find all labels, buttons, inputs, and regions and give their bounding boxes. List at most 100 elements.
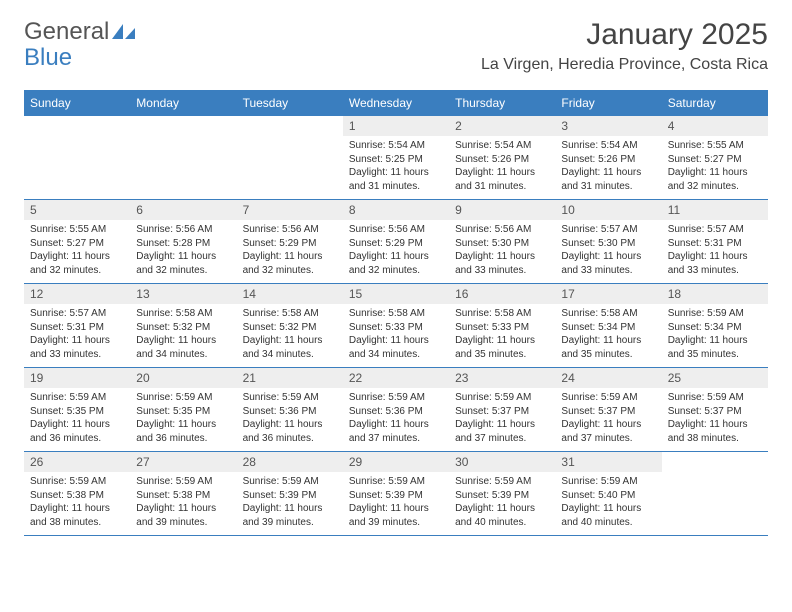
calendar-day-cell: 12Sunrise: 5:57 AMSunset: 5:31 PMDayligh… [24, 284, 130, 368]
weekday-header: Tuesday [237, 91, 343, 116]
day-info: Sunrise: 5:59 AMSunset: 5:37 PMDaylight:… [555, 388, 661, 448]
day-number: 9 [449, 200, 555, 220]
calendar-table: SundayMondayTuesdayWednesdayThursdayFrid… [24, 90, 768, 536]
day-number: 11 [662, 200, 768, 220]
calendar-day-cell: 31Sunrise: 5:59 AMSunset: 5:40 PMDayligh… [555, 452, 661, 536]
day-number: 12 [24, 284, 130, 304]
calendar-day-cell: 17Sunrise: 5:58 AMSunset: 5:34 PMDayligh… [555, 284, 661, 368]
calendar-day-cell: 19Sunrise: 5:59 AMSunset: 5:35 PMDayligh… [24, 368, 130, 452]
day-number: 17 [555, 284, 661, 304]
day-number: 2 [449, 116, 555, 136]
day-info: Sunrise: 5:59 AMSunset: 5:37 PMDaylight:… [662, 388, 768, 448]
day-number: 16 [449, 284, 555, 304]
day-number: 23 [449, 368, 555, 388]
day-number: 7 [237, 200, 343, 220]
day-number: 4 [662, 116, 768, 136]
day-info: Sunrise: 5:56 AMSunset: 5:28 PMDaylight:… [130, 220, 236, 280]
day-info: Sunrise: 5:56 AMSunset: 5:29 PMDaylight:… [237, 220, 343, 280]
day-info: Sunrise: 5:59 AMSunset: 5:37 PMDaylight:… [449, 388, 555, 448]
calendar-day-cell: 6Sunrise: 5:56 AMSunset: 5:28 PMDaylight… [130, 200, 236, 284]
day-info: Sunrise: 5:58 AMSunset: 5:33 PMDaylight:… [449, 304, 555, 364]
logo: General [24, 18, 137, 46]
day-info: Sunrise: 5:57 AMSunset: 5:31 PMDaylight:… [24, 304, 130, 364]
calendar-day-cell: 25Sunrise: 5:59 AMSunset: 5:37 PMDayligh… [662, 368, 768, 452]
day-number: 20 [130, 368, 236, 388]
day-number: 26 [24, 452, 130, 472]
calendar-day-cell: 8Sunrise: 5:56 AMSunset: 5:29 PMDaylight… [343, 200, 449, 284]
calendar-day-cell: 29Sunrise: 5:59 AMSunset: 5:39 PMDayligh… [343, 452, 449, 536]
day-number: 21 [237, 368, 343, 388]
calendar-week-row: 12Sunrise: 5:57 AMSunset: 5:31 PMDayligh… [24, 284, 768, 368]
day-info: Sunrise: 5:59 AMSunset: 5:35 PMDaylight:… [24, 388, 130, 448]
calendar-day-cell: 14Sunrise: 5:58 AMSunset: 5:32 PMDayligh… [237, 284, 343, 368]
day-number: 25 [662, 368, 768, 388]
day-info: Sunrise: 5:57 AMSunset: 5:31 PMDaylight:… [662, 220, 768, 280]
logo-word1: General [24, 18, 109, 46]
calendar-body: 1Sunrise: 5:54 AMSunset: 5:25 PMDaylight… [24, 116, 768, 536]
calendar-week-row: 1Sunrise: 5:54 AMSunset: 5:25 PMDaylight… [24, 116, 768, 200]
day-number: 28 [237, 452, 343, 472]
calendar-day-cell: 13Sunrise: 5:58 AMSunset: 5:32 PMDayligh… [130, 284, 236, 368]
day-info: Sunrise: 5:56 AMSunset: 5:29 PMDaylight:… [343, 220, 449, 280]
calendar-day-cell: 16Sunrise: 5:58 AMSunset: 5:33 PMDayligh… [449, 284, 555, 368]
day-info: Sunrise: 5:55 AMSunset: 5:27 PMDaylight:… [24, 220, 130, 280]
day-info: Sunrise: 5:57 AMSunset: 5:30 PMDaylight:… [555, 220, 661, 280]
calendar-day-cell: 27Sunrise: 5:59 AMSunset: 5:38 PMDayligh… [130, 452, 236, 536]
day-number: 6 [130, 200, 236, 220]
logo-word2: Blue [24, 44, 72, 72]
day-number: 27 [130, 452, 236, 472]
day-number: 15 [343, 284, 449, 304]
day-info: Sunrise: 5:54 AMSunset: 5:25 PMDaylight:… [343, 136, 449, 196]
logo-sail-icon [111, 22, 137, 42]
calendar-day-cell: 4Sunrise: 5:55 AMSunset: 5:27 PMDaylight… [662, 116, 768, 200]
calendar-day-cell: 23Sunrise: 5:59 AMSunset: 5:37 PMDayligh… [449, 368, 555, 452]
day-info: Sunrise: 5:59 AMSunset: 5:35 PMDaylight:… [130, 388, 236, 448]
day-info: Sunrise: 5:59 AMSunset: 5:39 PMDaylight:… [343, 472, 449, 532]
day-number: 18 [662, 284, 768, 304]
calendar-day-cell: 30Sunrise: 5:59 AMSunset: 5:39 PMDayligh… [449, 452, 555, 536]
day-info: Sunrise: 5:58 AMSunset: 5:32 PMDaylight:… [130, 304, 236, 364]
day-info: Sunrise: 5:59 AMSunset: 5:36 PMDaylight:… [343, 388, 449, 448]
day-number-empty [237, 116, 343, 136]
weekday-header: Monday [130, 91, 236, 116]
day-info: Sunrise: 5:54 AMSunset: 5:26 PMDaylight:… [555, 136, 661, 196]
calendar-day-cell [237, 116, 343, 200]
day-info: Sunrise: 5:56 AMSunset: 5:30 PMDaylight:… [449, 220, 555, 280]
day-number: 31 [555, 452, 661, 472]
title-block: January 2025 La Virgen, Heredia Province… [481, 18, 768, 74]
day-number: 30 [449, 452, 555, 472]
calendar-day-cell: 10Sunrise: 5:57 AMSunset: 5:30 PMDayligh… [555, 200, 661, 284]
header: General January 2025 La Virgen, Heredia … [0, 0, 792, 82]
day-info: Sunrise: 5:58 AMSunset: 5:34 PMDaylight:… [555, 304, 661, 364]
day-number-empty [662, 452, 768, 472]
weekday-header: Sunday [24, 91, 130, 116]
day-info: Sunrise: 5:59 AMSunset: 5:34 PMDaylight:… [662, 304, 768, 364]
day-number: 5 [24, 200, 130, 220]
day-number: 22 [343, 368, 449, 388]
day-number: 13 [130, 284, 236, 304]
weekday-header: Thursday [449, 91, 555, 116]
day-number-empty [130, 116, 236, 136]
calendar-day-cell [662, 452, 768, 536]
calendar-day-cell: 3Sunrise: 5:54 AMSunset: 5:26 PMDaylight… [555, 116, 661, 200]
calendar-day-cell [24, 116, 130, 200]
month-title: January 2025 [481, 18, 768, 52]
day-number: 3 [555, 116, 661, 136]
calendar-day-cell: 21Sunrise: 5:59 AMSunset: 5:36 PMDayligh… [237, 368, 343, 452]
day-info: Sunrise: 5:59 AMSunset: 5:38 PMDaylight:… [130, 472, 236, 532]
calendar-day-cell: 5Sunrise: 5:55 AMSunset: 5:27 PMDaylight… [24, 200, 130, 284]
weekday-header: Saturday [662, 91, 768, 116]
day-info: Sunrise: 5:59 AMSunset: 5:39 PMDaylight:… [449, 472, 555, 532]
calendar-day-cell: 9Sunrise: 5:56 AMSunset: 5:30 PMDaylight… [449, 200, 555, 284]
day-number: 10 [555, 200, 661, 220]
calendar-day-cell: 28Sunrise: 5:59 AMSunset: 5:39 PMDayligh… [237, 452, 343, 536]
day-info: Sunrise: 5:59 AMSunset: 5:39 PMDaylight:… [237, 472, 343, 532]
calendar-day-cell: 22Sunrise: 5:59 AMSunset: 5:36 PMDayligh… [343, 368, 449, 452]
day-number: 29 [343, 452, 449, 472]
day-number: 14 [237, 284, 343, 304]
location-subtitle: La Virgen, Heredia Province, Costa Rica [481, 56, 768, 74]
calendar-day-cell: 11Sunrise: 5:57 AMSunset: 5:31 PMDayligh… [662, 200, 768, 284]
day-info: Sunrise: 5:59 AMSunset: 5:38 PMDaylight:… [24, 472, 130, 532]
calendar-header-row: SundayMondayTuesdayWednesdayThursdayFrid… [24, 91, 768, 116]
calendar-day-cell: 2Sunrise: 5:54 AMSunset: 5:26 PMDaylight… [449, 116, 555, 200]
